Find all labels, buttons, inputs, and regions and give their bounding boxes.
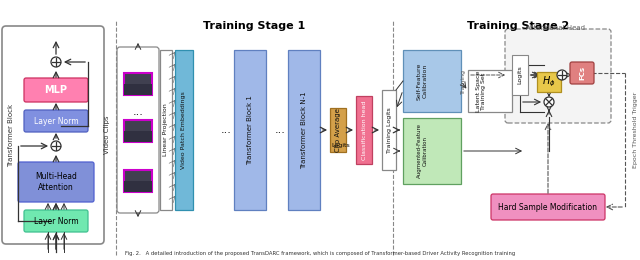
Text: Logits: Logits xyxy=(518,66,522,84)
Text: Attentional Head: Attentional Head xyxy=(525,25,584,31)
Text: Fig. 2.   A detailed introduction of the proposed TransDARC framework, which is : Fig. 2. A detailed introduction of the p… xyxy=(125,250,515,256)
FancyBboxPatch shape xyxy=(491,194,605,220)
Bar xyxy=(124,73,152,95)
Circle shape xyxy=(51,141,61,151)
Bar xyxy=(124,170,152,192)
Text: Video Clips: Video Clips xyxy=(104,116,110,154)
Text: Transformer Block: Transformer Block xyxy=(8,103,14,167)
Text: Augmented-Feature
Calibration: Augmented-Feature Calibration xyxy=(417,124,428,179)
FancyBboxPatch shape xyxy=(24,78,88,102)
Bar xyxy=(512,55,528,95)
Text: Epoch Threshold Trigger: Epoch Threshold Trigger xyxy=(632,92,637,168)
Text: Multi-Head
Attention: Multi-Head Attention xyxy=(35,172,77,192)
FancyBboxPatch shape xyxy=(2,26,104,244)
Text: Classification head: Classification head xyxy=(362,100,367,160)
Bar xyxy=(356,96,372,164)
Text: Training Logits: Training Logits xyxy=(387,107,392,153)
FancyBboxPatch shape xyxy=(570,62,594,84)
Bar xyxy=(468,70,512,112)
Text: Self-Feature
Calibration: Self-Feature Calibration xyxy=(417,62,428,100)
Bar xyxy=(330,108,346,152)
Text: Linear Projection: Linear Projection xyxy=(163,104,168,156)
Text: Logits: Logits xyxy=(332,142,350,147)
Text: Layer Norm: Layer Norm xyxy=(34,217,78,225)
FancyBboxPatch shape xyxy=(117,47,159,213)
Bar xyxy=(124,131,152,142)
Text: ...: ... xyxy=(221,125,232,135)
Circle shape xyxy=(557,70,567,80)
Bar xyxy=(160,50,172,210)
Text: Transformer Block 1: Transformer Block 1 xyxy=(247,95,253,165)
Circle shape xyxy=(544,97,554,107)
Bar xyxy=(124,120,152,142)
Text: Latent Space
Training Set: Latent Space Training Set xyxy=(476,70,486,112)
Text: Training Stage 1: Training Stage 1 xyxy=(203,21,305,31)
Text: ...: ... xyxy=(132,107,143,117)
Circle shape xyxy=(51,57,61,67)
Text: $H_{\phi}$: $H_{\phi}$ xyxy=(542,75,556,89)
Text: Clip Average: Clip Average xyxy=(335,108,341,152)
Bar xyxy=(234,50,266,210)
FancyBboxPatch shape xyxy=(24,110,88,132)
Text: Video Patch Embeddings: Video Patch Embeddings xyxy=(182,91,186,169)
Text: MLP: MLP xyxy=(45,85,67,95)
FancyBboxPatch shape xyxy=(24,210,88,232)
Bar xyxy=(403,118,461,184)
Bar xyxy=(124,181,152,192)
Text: Training: Training xyxy=(461,69,465,94)
Text: ...: ... xyxy=(275,125,285,135)
FancyBboxPatch shape xyxy=(505,29,611,123)
Bar xyxy=(537,72,561,92)
Bar xyxy=(175,50,193,210)
Bar xyxy=(382,90,396,170)
Text: Training Stage 2: Training Stage 2 xyxy=(467,21,569,31)
Text: Hard Sample Modification: Hard Sample Modification xyxy=(499,203,598,211)
Text: Transformer Block N-1: Transformer Block N-1 xyxy=(301,91,307,169)
Text: FCs: FCs xyxy=(579,66,585,80)
Bar xyxy=(124,84,152,95)
Text: Layer Norm: Layer Norm xyxy=(34,116,78,126)
Bar xyxy=(403,50,461,112)
FancyBboxPatch shape xyxy=(18,162,94,202)
Bar xyxy=(288,50,320,210)
